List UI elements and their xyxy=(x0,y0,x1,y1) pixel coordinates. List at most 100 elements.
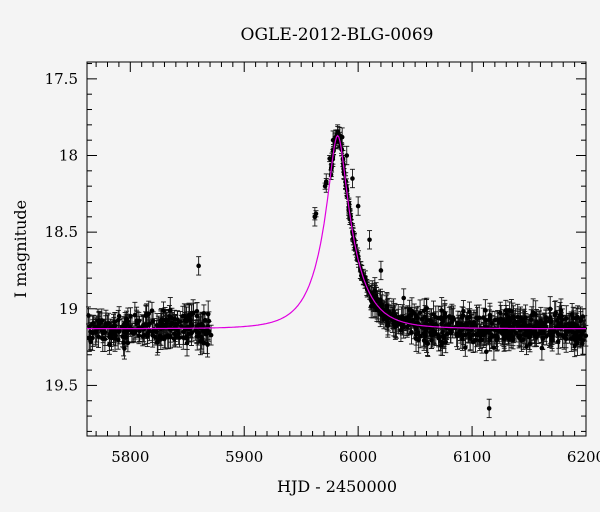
data-point xyxy=(560,333,565,338)
data-point xyxy=(123,335,129,340)
data-point xyxy=(506,334,511,340)
data-point xyxy=(496,329,502,334)
data-point xyxy=(391,321,397,327)
data-point xyxy=(381,316,387,322)
data-point xyxy=(194,313,200,319)
data-point xyxy=(454,331,459,337)
data-point xyxy=(416,337,421,343)
data-point xyxy=(105,321,110,327)
data-point xyxy=(539,345,545,351)
data-point xyxy=(137,328,142,334)
data-point xyxy=(184,340,190,346)
data-point xyxy=(457,329,463,334)
data-point xyxy=(528,317,534,323)
data-point xyxy=(194,324,200,329)
data-point xyxy=(475,331,480,336)
data-point xyxy=(374,307,380,313)
data-point xyxy=(548,332,554,337)
data-point xyxy=(558,307,564,313)
data-point xyxy=(196,263,201,269)
data-point xyxy=(417,310,423,315)
data-point xyxy=(487,312,493,318)
data-point xyxy=(492,317,498,323)
data-point xyxy=(553,310,559,316)
data-point xyxy=(112,319,118,325)
data-point xyxy=(339,134,345,140)
data-point xyxy=(178,324,184,329)
data-point xyxy=(116,313,122,319)
data-point xyxy=(415,315,420,321)
data-point xyxy=(201,310,207,316)
data-point xyxy=(483,308,488,313)
data-point xyxy=(378,297,383,303)
data-point xyxy=(540,335,545,341)
data-point xyxy=(516,335,522,340)
data-point xyxy=(161,308,166,314)
data-point xyxy=(422,314,428,320)
data-point xyxy=(404,324,410,330)
x-tick-label: 6100 xyxy=(453,448,491,466)
data-point xyxy=(558,323,564,329)
data-point xyxy=(580,338,586,343)
data-point xyxy=(429,338,434,343)
data-point xyxy=(344,153,350,158)
data-point xyxy=(136,333,142,338)
data-point xyxy=(87,335,92,341)
data-point xyxy=(489,321,495,326)
data-point xyxy=(378,268,384,273)
data-point xyxy=(121,340,126,346)
data-point xyxy=(108,330,114,335)
x-tick-label: 5900 xyxy=(225,448,263,466)
data-point xyxy=(175,317,180,322)
data-point xyxy=(195,330,201,335)
data-point xyxy=(448,330,454,336)
data-point xyxy=(515,320,521,325)
data-point xyxy=(497,310,503,316)
data-point xyxy=(449,319,455,324)
data-point xyxy=(482,329,488,335)
data-point xyxy=(204,341,210,347)
y-tick-label: 19 xyxy=(59,300,78,318)
data-point xyxy=(155,340,160,345)
data-point xyxy=(532,330,538,336)
data-point xyxy=(446,314,452,319)
data-point xyxy=(444,331,450,337)
data-point xyxy=(583,333,589,339)
data-point xyxy=(530,310,536,315)
data-point xyxy=(544,334,549,339)
data-point xyxy=(501,317,506,323)
data-point xyxy=(541,320,547,326)
data-point xyxy=(486,330,491,335)
data-point xyxy=(177,335,182,340)
data-point xyxy=(578,317,584,322)
data-point xyxy=(132,312,138,318)
data-point xyxy=(168,334,173,339)
x-axis-label: HJD - 2450000 xyxy=(277,477,397,496)
data-point xyxy=(421,331,426,336)
data-point xyxy=(496,319,502,325)
data-point xyxy=(121,329,127,335)
data-point xyxy=(486,406,492,411)
data-point xyxy=(191,310,196,316)
data-point xyxy=(576,334,582,339)
data-point xyxy=(462,323,468,329)
data-point xyxy=(539,330,544,336)
y-tick-label: 17.5 xyxy=(45,70,78,88)
data-point xyxy=(312,214,318,220)
data-point xyxy=(492,328,498,333)
data-point xyxy=(569,312,575,317)
data-point xyxy=(440,329,445,335)
data-point xyxy=(564,316,569,321)
axis-ticks xyxy=(87,62,587,436)
data-point xyxy=(172,331,177,337)
data-point xyxy=(93,328,98,334)
data-point xyxy=(168,321,174,327)
data-point xyxy=(522,332,527,337)
y-tick-labels: 17.5 18 18.5 19 19.5 xyxy=(45,70,78,395)
data-point xyxy=(350,176,355,181)
data-point xyxy=(443,339,449,345)
data-point xyxy=(536,321,542,326)
data-point xyxy=(205,311,211,317)
data-point xyxy=(91,320,96,326)
data-point xyxy=(165,317,171,323)
